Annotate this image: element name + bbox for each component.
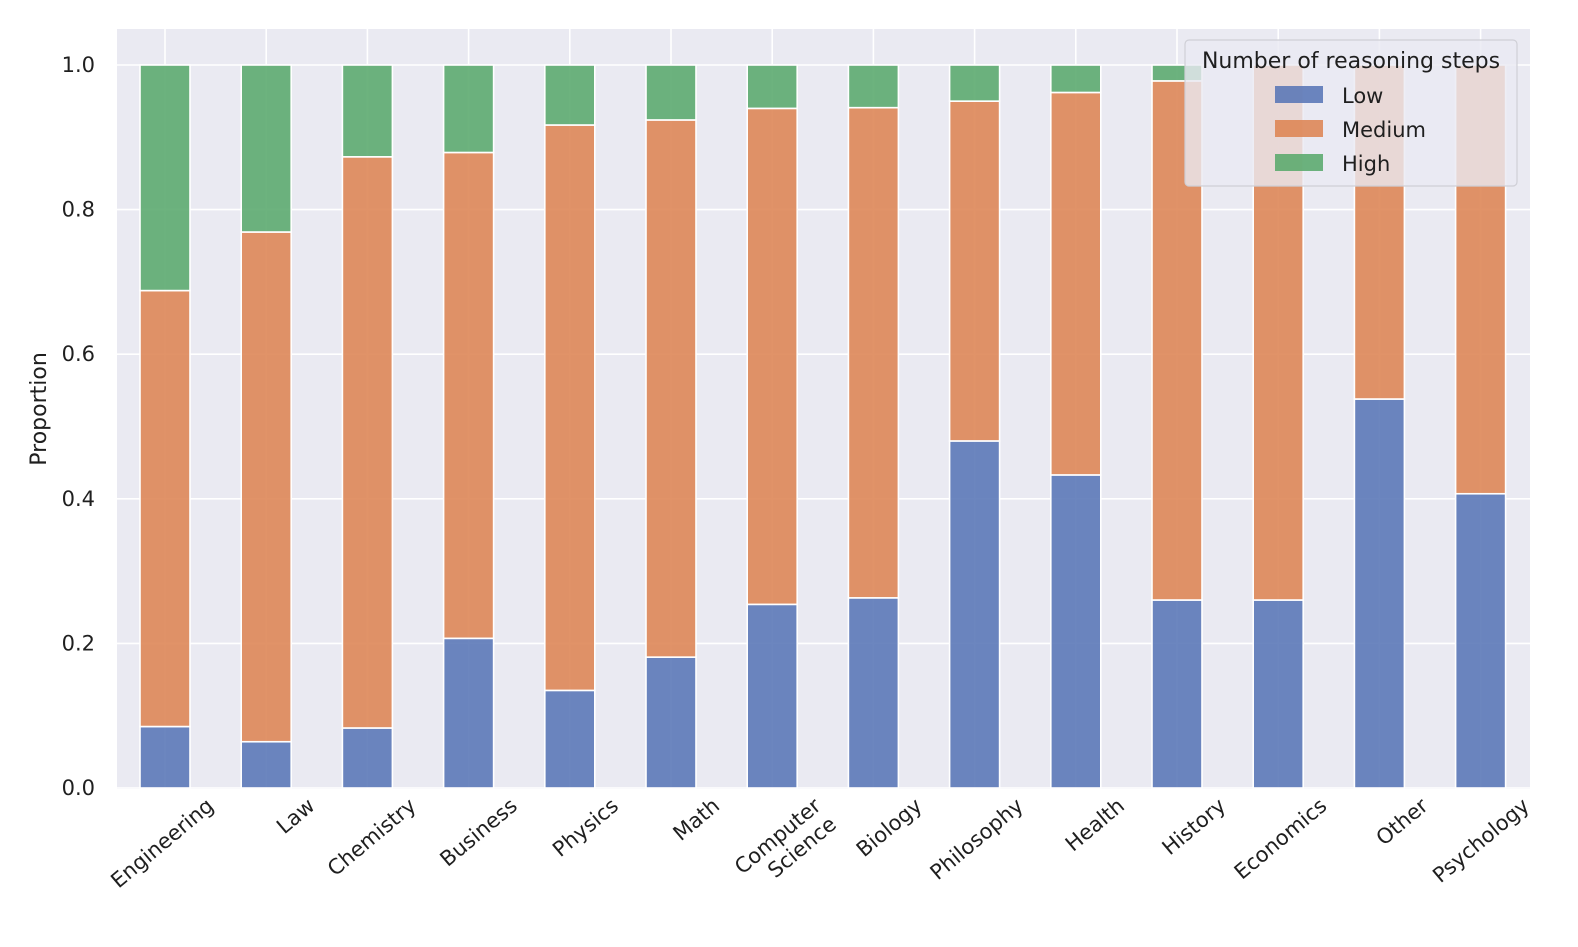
bar-medium-biology bbox=[847, 106, 900, 599]
bar-low-computer-science bbox=[746, 603, 799, 789]
bar-medium-philosophy bbox=[948, 100, 1001, 442]
bar-medium-physics bbox=[543, 124, 596, 692]
bar-low-psychology bbox=[1454, 492, 1507, 789]
y-tick-label: 0.0 bbox=[62, 776, 95, 800]
x-tick-label: Engineering bbox=[106, 793, 218, 892]
x-tick-label: Psychology bbox=[1428, 793, 1534, 887]
bar-medium-business bbox=[442, 151, 495, 640]
legend: Number of reasoning steps Low Medium High bbox=[1184, 39, 1518, 187]
bar-high-law bbox=[240, 64, 292, 233]
y-tick-label: 0.6 bbox=[62, 342, 95, 366]
bar-medium-law bbox=[240, 231, 292, 743]
x-tick-label: ComputerScience bbox=[730, 793, 841, 897]
bar-medium-math bbox=[645, 119, 697, 658]
x-tick-label: Physics bbox=[548, 793, 623, 861]
legend-swatch-medium bbox=[1275, 120, 1323, 137]
x-tick-label: Health bbox=[1061, 793, 1129, 856]
bar-high-health bbox=[1050, 64, 1102, 94]
legend-swatch-high bbox=[1275, 154, 1323, 171]
bar-high-biology bbox=[847, 64, 900, 109]
bar-medium-computer-science bbox=[746, 107, 799, 606]
bar-low-physics bbox=[543, 689, 596, 789]
x-tick-label: Math bbox=[669, 793, 725, 845]
bar-high-philosophy bbox=[948, 64, 1001, 102]
bar-low-biology bbox=[847, 597, 900, 789]
x-axis-ticks: Engineering Law Chemistry Business Physics Ma… bbox=[106, 793, 1534, 897]
bar-high-math bbox=[645, 64, 697, 121]
x-tick-label: Biology bbox=[852, 793, 927, 861]
legend-label-low: Low bbox=[1342, 84, 1383, 108]
bar-medium-health bbox=[1050, 91, 1102, 476]
x-tick-label: History bbox=[1158, 793, 1231, 859]
y-tick-label: 0.4 bbox=[62, 487, 95, 511]
y-tick-label: 0.8 bbox=[62, 198, 95, 222]
x-tick-label: Other bbox=[1371, 793, 1432, 850]
bar-low-chemistry bbox=[341, 727, 394, 789]
bar-low-engineering bbox=[139, 725, 191, 789]
bar-medium-engineering bbox=[139, 289, 191, 728]
bar-high-physics bbox=[543, 64, 596, 126]
legend-box bbox=[1184, 39, 1518, 187]
legend-entries: Low Medium High bbox=[1275, 84, 1426, 176]
bar-high-chemistry bbox=[341, 64, 394, 158]
bar-high-engineering bbox=[139, 64, 191, 292]
x-tick-label: Chemistry bbox=[323, 793, 421, 880]
bar-low-law bbox=[240, 740, 292, 789]
x-tick-label: Law bbox=[272, 793, 319, 838]
legend-title: Number of reasoning steps bbox=[1202, 49, 1500, 74]
legend-label-high: High bbox=[1342, 152, 1390, 176]
y-axis-label: Proportion bbox=[27, 352, 52, 466]
y-tick-label: 0.2 bbox=[62, 631, 95, 655]
y-tick-label: 1.0 bbox=[62, 53, 95, 77]
bar-low-business bbox=[442, 637, 495, 789]
bar-low-math bbox=[645, 656, 697, 789]
bar-low-economics bbox=[1252, 599, 1304, 789]
x-tick-label: Business bbox=[435, 793, 521, 871]
x-tick-label: Philosophy bbox=[926, 793, 1028, 884]
bar-medium-chemistry bbox=[341, 156, 394, 729]
y-axis-ticks: 0.0 0.2 0.4 0.6 0.8 1.0 bbox=[62, 53, 95, 800]
bar-low-philosophy bbox=[948, 440, 1001, 789]
bar-high-business bbox=[442, 64, 495, 154]
bar-low-history bbox=[1151, 599, 1203, 789]
bar-low-other bbox=[1353, 398, 1406, 789]
x-tick-label: Economics bbox=[1230, 793, 1332, 884]
legend-label-medium: Medium bbox=[1342, 118, 1426, 142]
bar-high-computer-science bbox=[746, 64, 799, 110]
bar-low-health bbox=[1050, 474, 1102, 789]
legend-swatch-low bbox=[1275, 86, 1323, 103]
